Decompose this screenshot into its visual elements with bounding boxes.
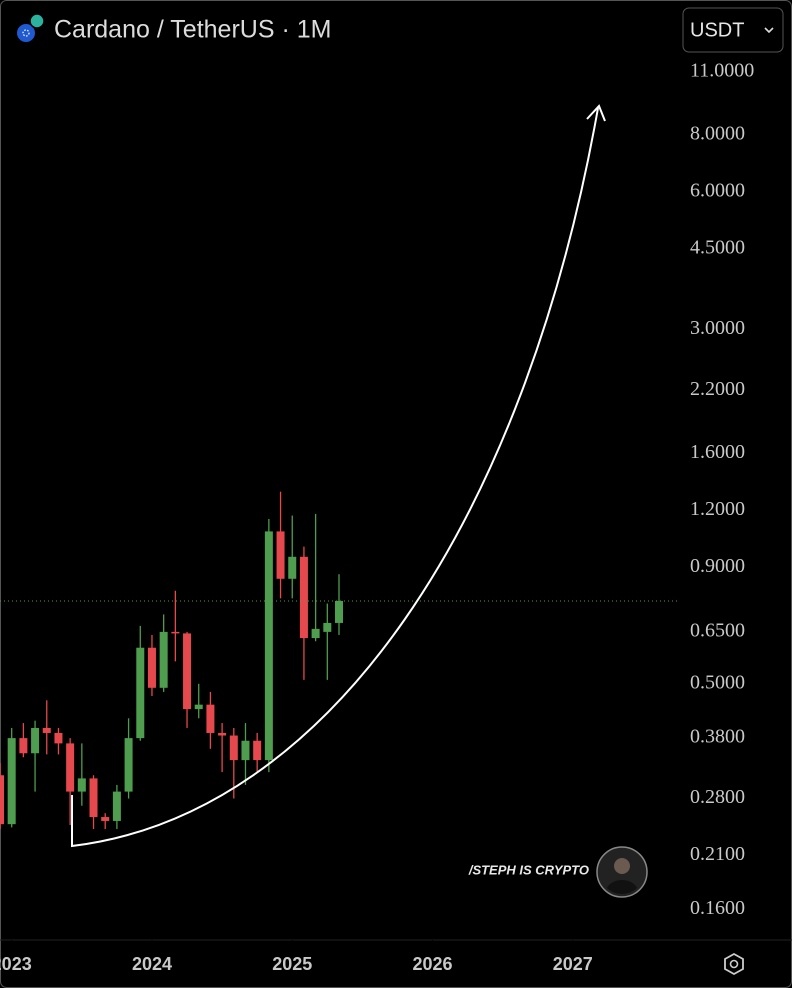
candle-body (136, 647, 145, 739)
candle-body (218, 732, 227, 736)
y-tick-label: 6.0000 (690, 180, 745, 202)
x-tick-label: 2024 (132, 954, 172, 974)
currency-button[interactable] (682, 7, 784, 53)
y-tick-label: 0.2800 (690, 786, 745, 808)
candle-body (19, 738, 28, 754)
candle-body (7, 738, 16, 825)
candle-body (54, 732, 63, 744)
candle-body (264, 531, 273, 761)
dropdown-chevron[interactable] (764, 27, 774, 34)
y-tick-label: 0.5000 (690, 671, 745, 693)
candle-body (206, 704, 215, 733)
candle-body (335, 600, 343, 623)
candle-body (89, 778, 98, 818)
y-tick-label: 0.2100 (690, 843, 745, 865)
avatar-body (606, 880, 638, 894)
y-tick-label: 4.5000 (690, 237, 745, 259)
candle-body (31, 727, 40, 754)
x-tick-label: 2027 (553, 954, 593, 974)
candle-body (288, 556, 297, 579)
candle-body (229, 735, 238, 761)
y-tick-label: 0.6500 (690, 619, 745, 641)
candle-body (101, 817, 110, 821)
avatar-head (614, 858, 630, 874)
candle-body (159, 631, 168, 688)
y-tick-label: 0.1600 (690, 897, 745, 919)
candle-body (323, 622, 332, 632)
candle-body (124, 738, 133, 792)
y-tick-label: 3.0000 (690, 317, 745, 339)
candle-body (112, 791, 121, 821)
candle-body (241, 740, 250, 761)
candle-body (0, 775, 4, 825)
settings-icon-center[interactable] (729, 959, 739, 969)
avatar-figure (606, 858, 638, 894)
settings-icon[interactable] (724, 952, 744, 976)
arrow-head (586, 104, 606, 122)
coin-icon (17, 24, 35, 42)
currency-label[interactable]: USDT (690, 19, 744, 41)
y-tick-label: 1.6000 (690, 441, 745, 463)
chart-title: Cardano / TetherUS · 1M (54, 16, 331, 44)
candle-body (171, 631, 180, 634)
candle-body (311, 628, 320, 639)
watermark: /STEPH IS CRYPTO (468, 862, 589, 877)
candle-body (42, 727, 51, 733)
y-tick-label: 2.2000 (690, 378, 745, 400)
candle-body (276, 531, 285, 579)
quote-icon (29, 13, 45, 29)
candle-body (77, 778, 86, 792)
y-axis: 11.0000 8.0000 6.0000 4.5000 3.0000 2.2000 1.6… (678, 60, 754, 919)
y-tick-label: 11.0000 (690, 60, 754, 82)
y-tick-label: 8.0000 (690, 123, 745, 145)
x-tick-label: 2026 (412, 954, 452, 974)
x-tick-label: 2023 (0, 954, 32, 974)
candle-body (183, 633, 192, 710)
y-tick-label: 0.3800 (690, 726, 745, 748)
y-tick-label: 0.9000 (690, 555, 745, 577)
candle-body (66, 743, 75, 792)
projection-arrow (71, 107, 599, 848)
coin-icon-mark (22, 29, 30, 37)
candle-body (299, 556, 308, 639)
x-axis: 2023 2024 2025 2026 2027 (0, 940, 593, 974)
x-tick-label: 2025 (272, 954, 312, 974)
candle-body (253, 740, 262, 761)
plot-area (0, 491, 678, 830)
candle-body (194, 704, 203, 710)
y-tick-label: 1.2000 (690, 498, 745, 520)
candle-body (147, 647, 156, 688)
